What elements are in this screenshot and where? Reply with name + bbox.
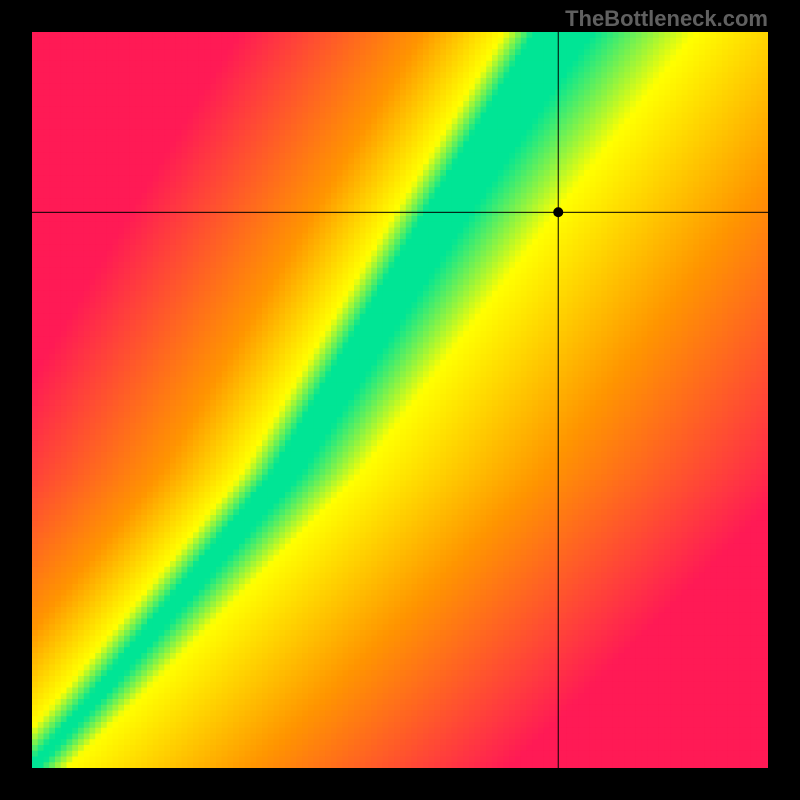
- watermark-text: TheBottleneck.com: [565, 6, 768, 32]
- bottleneck-heatmap: [32, 32, 768, 768]
- chart-container: TheBottleneck.com: [0, 0, 800, 800]
